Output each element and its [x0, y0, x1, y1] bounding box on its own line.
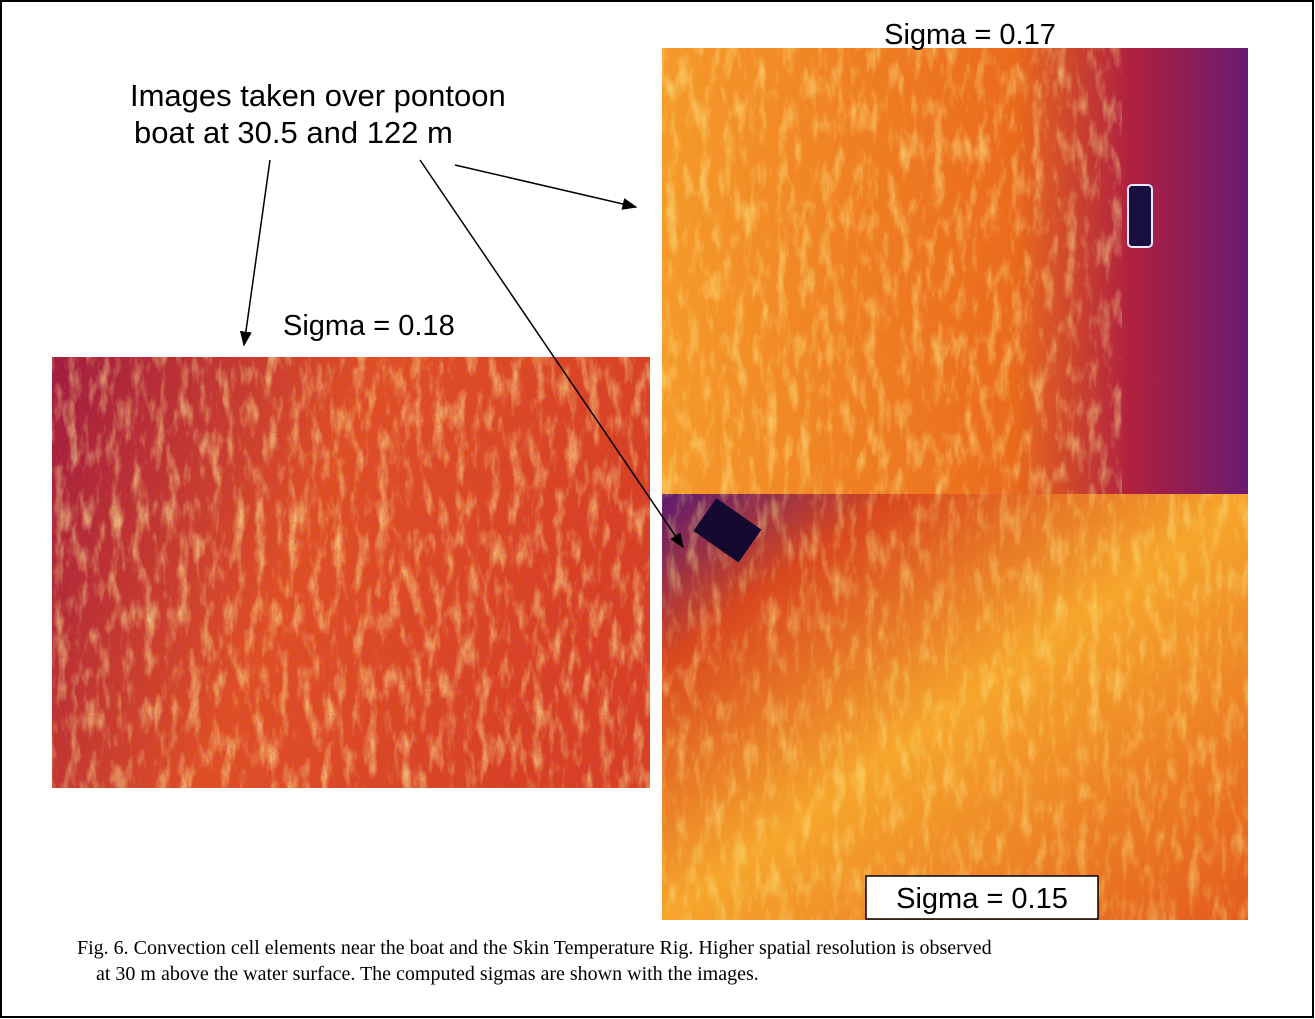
page: Images taken over pontoon boat at 30.5 a…: [0, 0, 1315, 1019]
thermal-image: [662, 48, 1248, 494]
thermal-image: [662, 494, 1248, 920]
caption: Fig. 6. Convection cell elements near th…: [77, 937, 992, 959]
sigma-label: Sigma = 0.18: [283, 310, 455, 342]
annotation: Images taken over pontoon: [130, 78, 506, 113]
figure: Images taken over pontoon boat at 30.5 a…: [0, 0, 1315, 1019]
sigma-label: Sigma = 0.17: [884, 19, 1056, 51]
arrow: [455, 165, 636, 207]
arrow: [244, 160, 270, 345]
caption: at 30 m above the water surface. The com…: [96, 963, 759, 985]
annotation: boat at 30.5 and 122 m: [134, 115, 453, 150]
thermal-image: [52, 357, 650, 788]
sigma-label: Sigma = 0.15: [896, 883, 1068, 915]
